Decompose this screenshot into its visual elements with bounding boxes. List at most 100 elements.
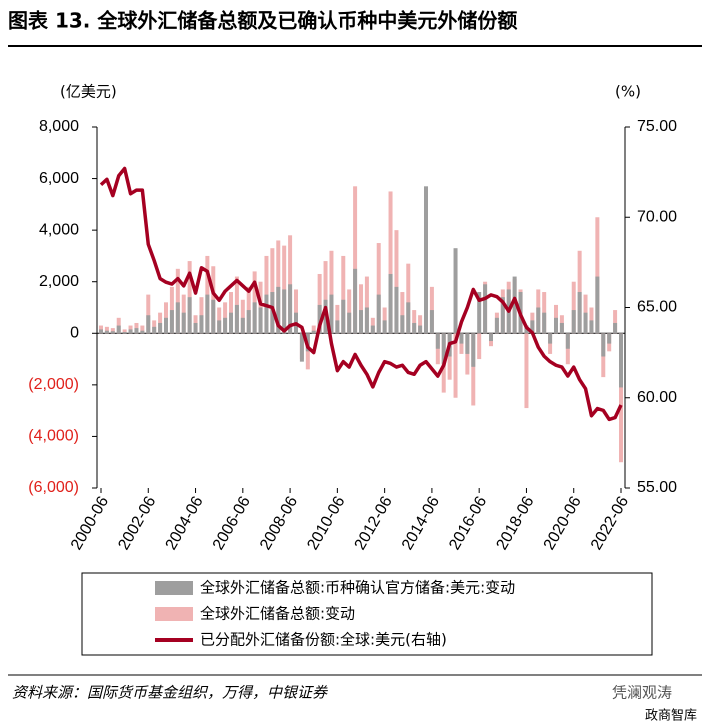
bar — [110, 331, 115, 334]
bar — [388, 273, 393, 334]
bar — [388, 191, 393, 334]
bar — [512, 276, 517, 334]
bar — [187, 297, 192, 334]
y-tick-label: (4,000) — [28, 428, 79, 445]
y2-tick-label: 65.00 — [637, 299, 677, 316]
bar — [146, 315, 151, 334]
bar — [347, 312, 352, 334]
bar — [359, 310, 363, 334]
x-tick-label: 2020-06 — [541, 494, 585, 553]
legend-box — [81, 572, 653, 656]
bar — [471, 333, 476, 406]
y2-axis-label: (%) — [615, 83, 641, 101]
source-note: 资料来源：国际货币基金组织，万得，中银证券 — [12, 684, 328, 702]
bar — [589, 320, 594, 334]
y-tick-label: 6,000 — [39, 170, 79, 187]
y2-tick-label: 70.00 — [637, 208, 677, 225]
bar — [406, 302, 411, 334]
bar — [264, 294, 269, 334]
bar — [613, 322, 618, 334]
bar — [530, 320, 535, 334]
bar — [140, 325, 145, 334]
bar — [122, 329, 127, 334]
bar — [489, 333, 493, 342]
x-tick-label: 2014-06 — [399, 494, 443, 553]
bar — [412, 310, 417, 334]
bar — [270, 248, 275, 334]
x-tick-label: 2022-06 — [588, 494, 632, 553]
bar — [465, 333, 470, 354]
bar — [311, 325, 316, 334]
bar — [554, 317, 558, 334]
bar — [116, 325, 121, 334]
bar — [406, 263, 411, 334]
bar — [288, 284, 293, 334]
bar — [164, 317, 168, 334]
bar — [364, 276, 369, 334]
bar — [134, 328, 139, 334]
bar — [595, 217, 600, 334]
x-tick-label: 2016-06 — [446, 494, 490, 553]
bar — [394, 230, 399, 334]
bar — [453, 333, 458, 398]
bar — [252, 271, 257, 334]
x-tick-label: 2010-06 — [304, 494, 348, 553]
x-tick-label: 2012-06 — [352, 494, 396, 553]
bar — [429, 286, 434, 334]
legend-label: 已分配外汇储备份额:全球:美元(右轴) — [200, 631, 447, 649]
bar — [181, 312, 186, 334]
bar — [140, 330, 145, 334]
bar — [477, 292, 482, 334]
bar — [548, 333, 553, 344]
x-tick-label: 2002-06 — [115, 494, 159, 553]
bar — [412, 322, 417, 334]
bar — [376, 243, 381, 334]
bar — [619, 333, 623, 463]
x-tick-label: 2008-06 — [257, 494, 301, 553]
y-tick-label: 4,000 — [39, 221, 79, 238]
bar — [317, 304, 322, 334]
bar — [595, 276, 600, 334]
bar — [364, 307, 369, 334]
bar — [353, 268, 358, 334]
bar — [418, 315, 423, 334]
bar — [577, 292, 582, 334]
bar — [276, 286, 281, 334]
watermark: 凭澜观涛 — [612, 684, 672, 702]
bar — [211, 299, 216, 334]
bar — [122, 331, 127, 334]
bar — [311, 330, 316, 334]
bar — [565, 333, 570, 349]
bar — [175, 302, 180, 334]
bar — [370, 325, 375, 334]
bar — [317, 273, 322, 334]
x-tick-label: 2004-06 — [163, 494, 207, 553]
bar — [441, 333, 446, 365]
legend-label: 全球外汇储备总额:变动 — [200, 605, 355, 623]
y-tick-label: 8,000 — [39, 118, 79, 135]
bar — [483, 284, 488, 334]
bar — [299, 333, 304, 362]
legend-swatch — [155, 607, 193, 621]
bar — [619, 333, 623, 388]
bar — [571, 310, 576, 334]
bar — [229, 312, 233, 334]
bar — [329, 294, 334, 334]
y-tick-label: 0 — [70, 325, 79, 342]
y-tick-label: (6,000) — [28, 479, 79, 496]
bar — [341, 255, 346, 334]
watermark: 政商智库 — [645, 708, 697, 724]
bar — [429, 310, 434, 334]
bar — [234, 304, 239, 334]
bar — [246, 310, 251, 334]
bar — [246, 286, 251, 334]
bar — [613, 310, 618, 334]
bar — [418, 325, 423, 334]
bar — [110, 328, 115, 334]
bar — [335, 304, 340, 334]
bar — [329, 250, 334, 334]
bar — [435, 333, 440, 349]
legend-label: 全球外汇储备总额:币种确认官方储备:美元:变动 — [200, 579, 515, 597]
bar — [104, 326, 109, 334]
